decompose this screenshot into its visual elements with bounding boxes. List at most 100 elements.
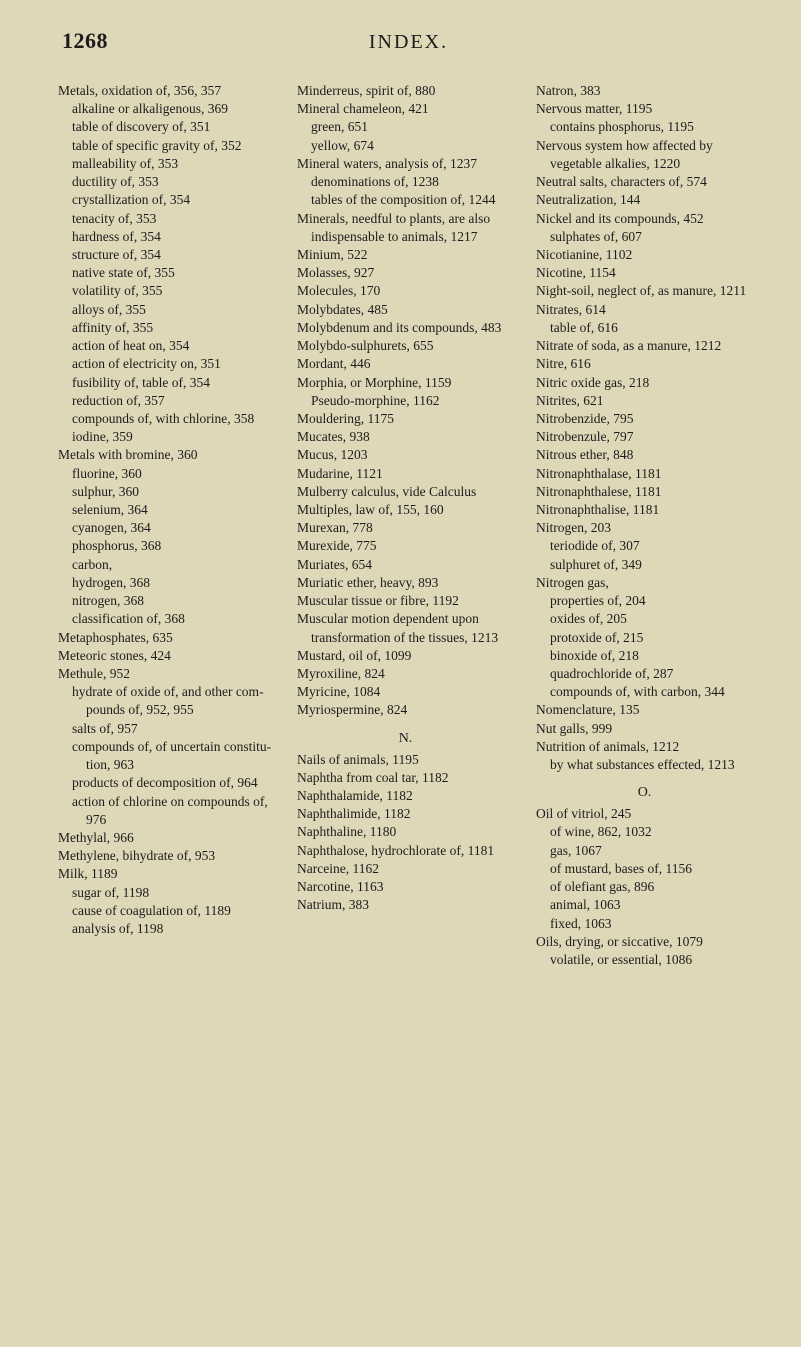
index-entry: Muscular motion depen­dent upon transfor… [297,610,514,646]
index-entry: fusibility of, table of, 354 [58,374,275,392]
index-entry: action of heat on, 354 [58,337,275,355]
index-entry: Nitrate of soda, as a ma­nure, 1212 [536,337,753,355]
index-entry: sulphates of, 607 [536,228,753,246]
index-entry: Nitrites, 621 [536,392,753,410]
index-entry: classification of, 368 [58,610,275,628]
index-entry: table of, 616 [536,319,753,337]
index-entry: binoxide of, 218 [536,647,753,665]
index-entry: native state of, 355 [58,264,275,282]
index-entry: Muriates, 654 [297,556,514,574]
index-entry: Molecules, 170 [297,282,514,300]
index-entry: animal, 1063 [536,896,753,914]
index-entry: cause of coagulation of, 1189 [58,902,275,920]
index-entry: tenacity of, 353 [58,210,275,228]
index-entry: Mulberry calculus, vide Calculus [297,483,514,501]
index-entry: Metaphosphates, 635 [58,629,275,647]
index-entry: of olefiant gas, 896 [536,878,753,896]
index-entry: Naphthalamide, 1182 [297,787,514,805]
index-entry: Metals, oxidation of, 356, 357 [58,82,275,100]
index-entry: reduction of, 357 [58,392,275,410]
index-entry: Nitronaphthalese, 1181 [536,483,753,501]
index-entry: quadrochloride of, 287 [536,665,753,683]
index-entry: Nitrogen, 203 [536,519,753,537]
index-entry: hydrate of oxide of, and other com­pound… [58,683,275,719]
index-entry: Minerals, needful to plants, are also in… [297,210,514,246]
index-entry: Mucus, 1203 [297,446,514,464]
index-entry: Muscular tissue or fibre, 1192 [297,592,514,610]
index-entry: Mouldering, 1175 [297,410,514,428]
index-entry: Naphthalose, hydrochlo­rate of, 1181 [297,842,514,860]
index-entry: Nicotine, 1154 [536,264,753,282]
index-entry: Narceine, 1162 [297,860,514,878]
index-entry: Nomenclature, 135 [536,701,753,719]
index-entry: Nitronaphthalase, 1181 [536,465,753,483]
index-entry: fixed, 1063 [536,915,753,933]
index-entry: salts of, 957 [58,720,275,738]
index-entry: green, 651 [297,118,514,136]
index-entry: oxides of, 205 [536,610,753,628]
index-entry: volatile, or essential, 1086 [536,951,753,969]
index-entry: iodine, 359 [58,428,275,446]
index-entry: Nitre, 616 [536,355,753,373]
index-entry: Oil of vitriol, 245 [536,805,753,823]
index-entry: Nutrition of animals, 1212 [536,738,753,756]
index-entry: ductility of, 353 [58,173,275,191]
index-entry: crystallization of, 354 [58,191,275,209]
index-entry: contains phosphorus, 1195 [536,118,753,136]
index-entry: cyanogen, 364 [58,519,275,537]
index-entry: compounds of, with chlorine, 358 [58,410,275,428]
index-entry: Naphthaline, 1180 [297,823,514,841]
index-entry: Molybdenum and its com­pounds, 483 [297,319,514,337]
index-entry: sulphur, 360 [58,483,275,501]
index-entry: Molybdo-sulphurets, 655 [297,337,514,355]
index-entry: sulphuret of, 349 [536,556,753,574]
index-entry: products of decompo­sition of, 964 [58,774,275,792]
index-entry: Nitrous ether, 848 [536,446,753,464]
index-section-letter: N. [297,730,514,749]
page-title: INDEX. [369,31,448,54]
page-header: 1268 INDEX. [58,28,753,54]
index-entry: Myriospermine, 824 [297,701,514,719]
index-entry: tables of the composi­tion of, 1244 [297,191,514,209]
index-entry: selenium, 364 [58,501,275,519]
index-entry: gas, 1067 [536,842,753,860]
index-entry: Nervous system how af­fected by vegetabl… [536,137,753,173]
index-entry: nitrogen, 368 [58,592,275,610]
index-entry: Nitrates, 614 [536,301,753,319]
index-entry: action of electricity on, 351 [58,355,275,373]
index-column-3: Natron, 383Nervous matter, 1195contains … [536,82,753,969]
index-column-1: Metals, oxidation of, 356, 357alkaline o… [58,82,275,969]
index-entry: Oils, drying, or siccative, 1079 [536,933,753,951]
index-entry: yellow, 674 [297,137,514,155]
index-entry: hydrogen, 368 [58,574,275,592]
index-entry: Molasses, 927 [297,264,514,282]
index-entry: Nails of animals, 1195 [297,751,514,769]
index-entry: carbon, [58,556,275,574]
index-entry: alloys of, 355 [58,301,275,319]
index-entry: Nitronaphthalise, 1181 [536,501,753,519]
index-entry: Methylal, 966 [58,829,275,847]
index-entry: Muriatic ether, heavy, 893 [297,574,514,592]
index-entry: Pseudo-morphine, 1162 [297,392,514,410]
index-entry: hardness of, 354 [58,228,275,246]
index-entry: table of specific gra­vity of, 352 [58,137,275,155]
index-entry: Nervous matter, 1195 [536,100,753,118]
index-entry: Myricine, 1084 [297,683,514,701]
index-entry: Murexan, 778 [297,519,514,537]
index-entry: malleability of, 353 [58,155,275,173]
index-entry: Natrium, 383 [297,896,514,914]
index-entry: Murexide, 775 [297,537,514,555]
index-entry: Milk, 1189 [58,865,275,883]
index-entry: Natron, 383 [536,82,753,100]
index-entry: Nut galls, 999 [536,720,753,738]
index-entry: affinity of, 355 [58,319,275,337]
index-entry: of wine, 862, 1032 [536,823,753,841]
page-number: 1268 [62,28,108,54]
index-entry: Mustard, oil of, 1099 [297,647,514,665]
index-entry: properties of, 204 [536,592,753,610]
index-entry: Nitrobenzule, 797 [536,428,753,446]
index-entry: Narcotine, 1163 [297,878,514,896]
index-entry: sugar of, 1198 [58,884,275,902]
index-entry: Myroxiline, 824 [297,665,514,683]
index-entry: protoxide of, 215 [536,629,753,647]
